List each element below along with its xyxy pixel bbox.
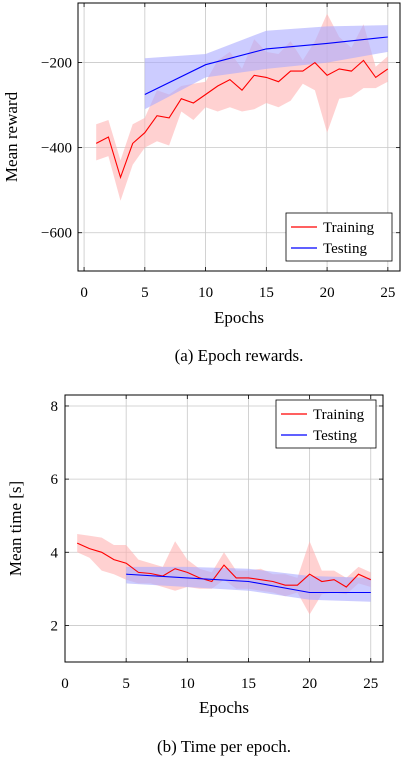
testing-band — [144, 25, 388, 110]
x-axis-label: Epochs — [199, 698, 249, 717]
testing-series-line — [126, 573, 371, 594]
y-axis-label: Mean reward — [2, 91, 21, 182]
training-series-line — [95, 59, 389, 180]
x-tick-label: 0 — [80, 285, 88, 301]
legend-label-testing: Testing — [313, 428, 357, 444]
x-tick-label: 15 — [241, 676, 256, 692]
y-tick-label: 2 — [51, 618, 59, 634]
legend-box — [285, 212, 393, 262]
figure-caption: (b) Time per epoch. — [157, 737, 291, 756]
legend: Training Testing — [275, 399, 377, 449]
training-series-line — [76, 542, 372, 588]
legend: Training Testing — [285, 212, 393, 262]
y-tick-label: 4 — [51, 545, 59, 561]
legend-label-training: Training — [313, 407, 365, 423]
testing-series-line — [144, 36, 388, 95]
plot-frame — [64, 394, 384, 663]
y-tick-label: −200 — [41, 56, 72, 72]
chart-time-per-epoch: 0 5 10 15 20 25 2 4 6 8 Epochs Mean time [s] Trainin… — [6, 394, 384, 756]
y-tick-label: 6 — [51, 472, 59, 488]
y-tick-label: −400 — [41, 141, 72, 157]
x-tick-label: 5 — [141, 285, 149, 301]
y-tick-label: 8 — [51, 399, 59, 415]
legend-label-testing: Testing — [323, 241, 367, 257]
x-tick-label: 25 — [363, 676, 378, 692]
plot-area — [95, 13, 389, 201]
x-axis-label: Epochs — [214, 308, 264, 327]
legend-box — [275, 399, 377, 449]
x-tick-label: 5 — [122, 676, 130, 692]
x-tick-label: 25 — [380, 285, 395, 301]
x-tick-label: 10 — [180, 676, 195, 692]
x-tick-label: 0 — [61, 676, 69, 692]
x-tick-label: 20 — [302, 676, 317, 692]
y-tick-label: −600 — [41, 226, 72, 242]
legend-label-training: Training — [323, 220, 375, 236]
x-tick-label: 20 — [320, 285, 335, 301]
x-tick-label: 10 — [198, 285, 213, 301]
y-axis-label: Mean time [s] — [6, 481, 25, 576]
plot-frame — [77, 2, 401, 272]
plot-area — [76, 534, 372, 615]
figure-caption: (a) Epoch rewards. — [175, 346, 304, 365]
chart-epoch-rewards: 0 5 10 15 20 25 −200 −400 −600 Epochs Mean reward T… — [2, 2, 401, 365]
x-tick-label: 15 — [259, 285, 274, 301]
